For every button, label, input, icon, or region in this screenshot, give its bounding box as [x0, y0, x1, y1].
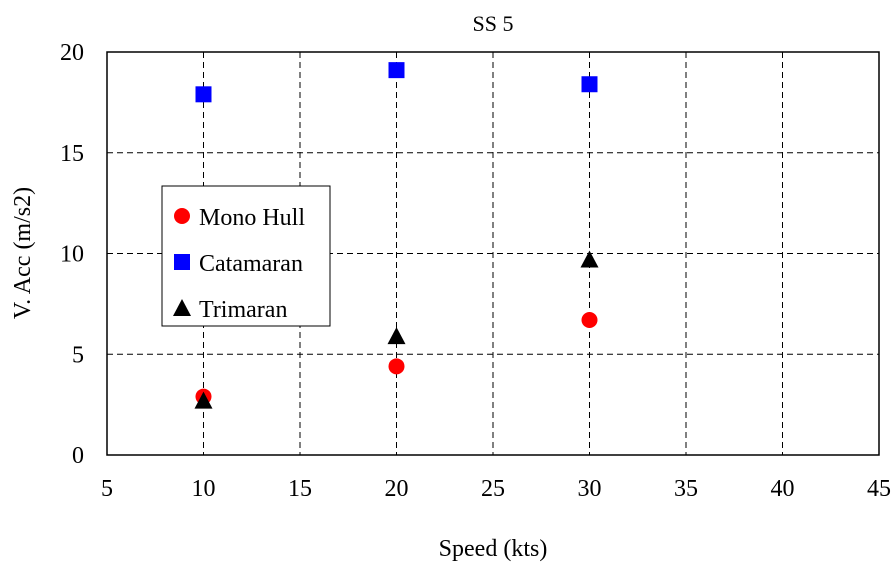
mono-hull-point [581, 311, 598, 328]
x-tick-label: 45 [867, 476, 891, 502]
y-tick-label: 15 [60, 141, 84, 167]
legend-mono-hull-marker [174, 208, 190, 224]
grid [107, 52, 879, 455]
trimaran-point [580, 250, 599, 268]
plot-area-border [106, 51, 880, 456]
x-tick-label: 35 [674, 476, 698, 502]
y-tick-label: 20 [60, 40, 84, 66]
trimaran-point [194, 391, 213, 409]
x-tick-label: 30 [578, 476, 602, 502]
legend-trimaran-label: Trimaran [199, 297, 287, 323]
catamaran-point [581, 76, 598, 93]
chart-title: SS 5 [473, 11, 514, 36]
trimaran-point [387, 327, 406, 345]
mono-hull-point [388, 358, 405, 375]
x-tick-label: 40 [771, 476, 795, 502]
x-axis-title: Speed (kts) [439, 536, 548, 562]
y-tick-label: 5 [72, 342, 84, 368]
x-tick-label: 5 [101, 476, 113, 502]
legend-catamaran-label: Catamaran [199, 251, 303, 277]
y-axis-title: V. Acc (m/s2) [10, 187, 36, 319]
x-tick-label: 15 [288, 476, 312, 502]
catamaran-point [195, 86, 212, 103]
y-tick-label: 10 [60, 242, 84, 268]
x-tick-label: 20 [385, 476, 409, 502]
legend-mono-hull-label: Mono Hull [199, 205, 305, 231]
legend-catamaran-marker [174, 254, 190, 270]
legend-trimaran-marker [173, 299, 191, 316]
data-marks [194, 62, 599, 409]
x-tick-label: 10 [192, 476, 216, 502]
legend: Mono Hull Catamaran Trimaran [161, 185, 331, 327]
catamaran-point [388, 62, 405, 79]
x-tick-label: 25 [481, 476, 505, 502]
y-tick-label: 0 [72, 443, 84, 469]
